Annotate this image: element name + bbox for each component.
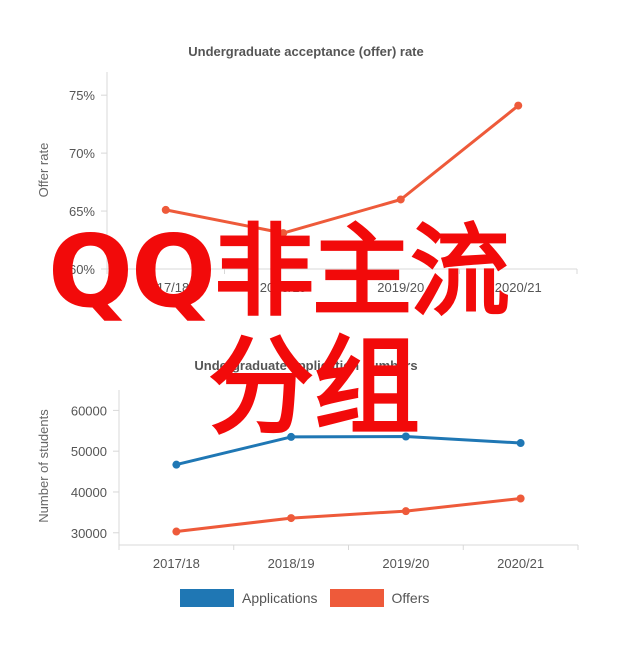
legend-label-applications: Applications xyxy=(242,590,318,606)
chart1-xtick-label: 2019/20 xyxy=(377,280,424,295)
chart2-legend: Applications Offers xyxy=(180,589,429,607)
chart1-ytick-label: 75% xyxy=(69,88,95,103)
chart1-series-0-point xyxy=(161,205,170,214)
chart2-series-1-point xyxy=(287,514,296,523)
chart2-series-0-line xyxy=(176,435,521,467)
chart2-series-1-point xyxy=(172,527,181,536)
chart2-ytick-label: 60000 xyxy=(71,403,107,418)
chart2-series-1-point xyxy=(516,494,525,503)
chart2-ytick-label: 50000 xyxy=(71,444,107,459)
chart2-series-1-line xyxy=(176,497,521,533)
chart2-series-1-point xyxy=(401,507,410,516)
chart1-ylabel: Offer rate xyxy=(36,143,51,198)
chart2-xtick-label: 2018/19 xyxy=(268,556,315,571)
watermark-line-2: 分组 xyxy=(208,326,420,449)
chart1-title: Undergraduate acceptance (offer) rate xyxy=(188,44,424,59)
chart2-ylabel: Number of students xyxy=(36,409,51,523)
chart1-ytick-label: 65% xyxy=(69,204,95,219)
applications-chart: Undergraduate application numbers Number… xyxy=(36,358,579,571)
chart1-series-0-line xyxy=(165,104,520,235)
chart2-title: Undergraduate application numbers xyxy=(194,358,417,373)
chart2-xtick-label: 2019/20 xyxy=(382,556,429,571)
chart1-ytick-label: 70% xyxy=(69,146,95,161)
chart2-series-0-point xyxy=(401,432,410,441)
chart2-ytick-label: 30000 xyxy=(71,526,107,541)
chart1-ytick-label: 60% xyxy=(69,262,95,277)
chart1-xtick-label: 2017/18 xyxy=(142,280,189,295)
chart2-xtick-label: 2017/18 xyxy=(153,556,200,571)
chart2-ytick-label: 40000 xyxy=(71,485,107,500)
legend-item-offers[interactable]: Offers xyxy=(329,589,430,607)
chart2-series-0-point xyxy=(516,439,525,448)
chart1-xtick-label: 2018/19 xyxy=(260,280,307,295)
watermark-line-1: QQ非主流 xyxy=(48,213,510,330)
chart1-series-0-point xyxy=(279,229,288,238)
chart1-series-0-point xyxy=(514,101,523,110)
legend-label-offers: Offers xyxy=(391,590,430,606)
chart2-series-0-point xyxy=(287,432,296,441)
offer-rate-chart: Undergraduate acceptance (offer) rate Of… xyxy=(36,44,578,295)
legend-swatch-offers xyxy=(329,589,384,607)
legend-item-applications[interactable]: Applications xyxy=(180,589,318,607)
chart1-series-0-point xyxy=(396,195,405,204)
chart2-xtick-label: 2020/21 xyxy=(497,556,544,571)
chart2-series-0-point xyxy=(172,460,181,469)
legend-swatch-applications xyxy=(180,589,234,607)
chart1-xtick-label: 2020/21 xyxy=(495,280,542,295)
